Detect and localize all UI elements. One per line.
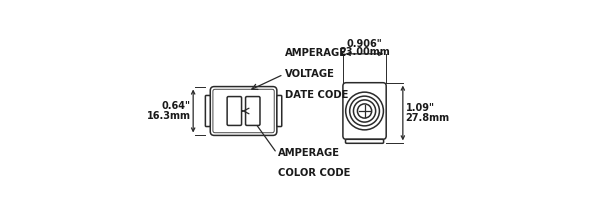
Text: AMPERAGE: AMPERAGE bbox=[278, 148, 340, 158]
FancyBboxPatch shape bbox=[246, 97, 260, 125]
Text: 27.8mm: 27.8mm bbox=[405, 113, 450, 123]
FancyBboxPatch shape bbox=[210, 87, 277, 135]
Text: VOLTAGE: VOLTAGE bbox=[285, 69, 334, 79]
Text: DATE CODE: DATE CODE bbox=[285, 90, 348, 101]
FancyBboxPatch shape bbox=[227, 97, 242, 125]
FancyBboxPatch shape bbox=[345, 139, 384, 143]
Text: 0.64": 0.64" bbox=[162, 101, 191, 111]
Text: COLOR CODE: COLOR CODE bbox=[278, 168, 350, 178]
Circle shape bbox=[358, 104, 371, 118]
Text: 16.3mm: 16.3mm bbox=[147, 111, 191, 121]
Text: 0.906": 0.906" bbox=[347, 39, 382, 49]
FancyBboxPatch shape bbox=[277, 95, 282, 127]
Text: 23.00mm: 23.00mm bbox=[339, 47, 390, 57]
Text: 1.09": 1.09" bbox=[405, 103, 435, 113]
Text: AMPERAGE: AMPERAGE bbox=[285, 48, 347, 58]
FancyBboxPatch shape bbox=[343, 83, 386, 139]
FancyBboxPatch shape bbox=[205, 95, 210, 127]
